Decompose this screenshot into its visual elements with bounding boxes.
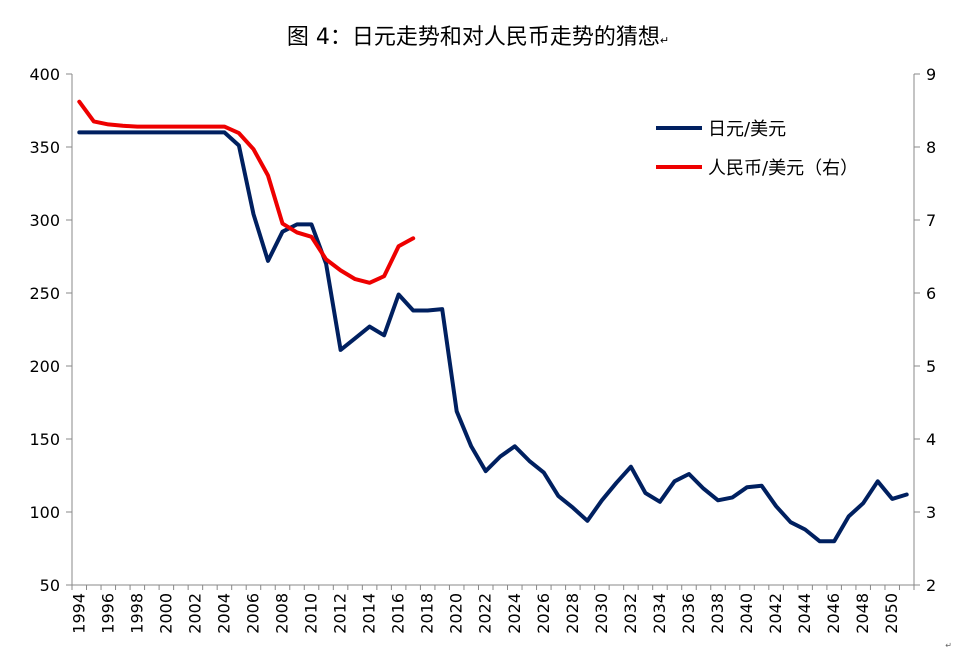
y-right-tick-label: 7 — [926, 211, 936, 230]
x-tick-label: 2006 — [243, 593, 262, 634]
y-right-tick-label: 4 — [926, 430, 936, 449]
y-left-tick-label: 400 — [29, 65, 60, 84]
series-line-1 — [77, 130, 909, 544]
x-tick-label: 2050 — [882, 593, 901, 634]
x-tick-label: 2034 — [650, 593, 669, 634]
x-tick-label: 2026 — [534, 593, 553, 634]
x-tick-label: 2014 — [360, 593, 379, 634]
y-right-tick-label: 8 — [926, 138, 936, 157]
x-tick-label: 2002 — [185, 593, 204, 634]
y-right-tick-label: 9 — [926, 65, 936, 84]
x-tick-label: 1994 — [69, 593, 88, 634]
series-lines — [77, 99, 909, 544]
y-left-tick-label: 250 — [29, 284, 60, 303]
y-right-tick-label: 3 — [926, 503, 936, 522]
x-tick-label: 2048 — [853, 593, 872, 634]
x-tick-label: 2000 — [156, 593, 175, 634]
x-tick-label: 2012 — [331, 593, 350, 634]
legend-label-1: 日元/美元 — [708, 119, 786, 140]
x-tick-label: 2036 — [679, 593, 698, 634]
y-left-tick-label: 200 — [29, 357, 60, 376]
x-tick-label: 2010 — [302, 593, 321, 634]
y-right-tick-label: 6 — [926, 284, 936, 303]
axes: 50 100 150 200 250 300 350 400 2 3 4 5 6 7 8 9 1994 1996 1… — [29, 65, 936, 634]
x-tick-label: 2044 — [795, 593, 814, 634]
y-right-tick-label: 2 — [926, 576, 936, 595]
x-tick-label: 2030 — [592, 593, 611, 634]
x-tick-label: 2040 — [737, 593, 756, 634]
series-line-2 — [77, 99, 416, 285]
x-tick-label: 2046 — [824, 593, 843, 634]
y-left-tick-label: 300 — [29, 211, 60, 230]
x-tick-label: 2024 — [505, 593, 524, 634]
x-tick-label: 2016 — [389, 593, 408, 634]
y-left-tick-label: 350 — [29, 138, 60, 157]
chart-title: 图 4：日元走势和对人民币走势的猜想↵ — [287, 25, 669, 50]
y-left-tick-label: 50 — [40, 576, 60, 595]
x-tick-label: 1996 — [98, 593, 117, 634]
y-left-tick-label: 150 — [29, 430, 60, 449]
y-left-tick-label: 100 — [29, 503, 60, 522]
x-tick-label: 2020 — [447, 593, 466, 634]
x-tick-label: 2032 — [621, 593, 640, 634]
x-tick-label: 2028 — [563, 593, 582, 634]
x-tick-label: 1998 — [127, 593, 146, 634]
x-tick-label: 2038 — [708, 593, 727, 634]
legend-label-2: 人民币/美元（右） — [708, 158, 858, 179]
title-end-mark: ↵ — [660, 34, 669, 47]
y-right-tick-label: 5 — [926, 357, 936, 376]
x-tick-label: 2042 — [766, 593, 785, 634]
corner-mark: ↵ — [945, 641, 952, 650]
x-tick-label: 2018 — [418, 593, 437, 634]
x-tick-label: 2004 — [214, 593, 233, 634]
x-tick-label: 2022 — [476, 593, 495, 634]
chart-title-text: 图 4：日元走势和对人民币走势的猜想 — [287, 25, 660, 50]
x-tick-label: 2008 — [273, 593, 292, 634]
